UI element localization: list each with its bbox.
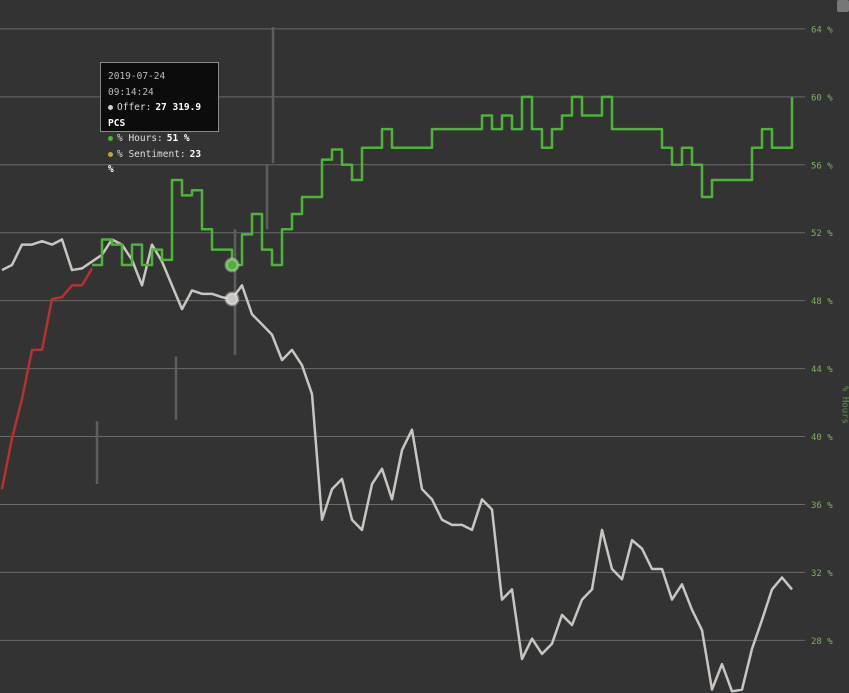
tooltip: 2019-07-24 09:14:24 Offer: 27 319.9 PCS% … (100, 62, 219, 175)
tooltip-label: % Sentiment: (117, 148, 186, 160)
y-tick-label: 32 % (811, 569, 833, 579)
y-tick-label: 44 % (811, 365, 833, 375)
menu-icon[interactable] (837, 0, 849, 12)
tooltip-row: % Sentiment: 23 % (108, 147, 211, 178)
hover-point (224, 257, 240, 273)
tooltip-value: 23 % (108, 148, 202, 176)
legend-dot (108, 105, 113, 110)
tooltip-title: 2019-07-24 09:14:24 (108, 71, 166, 98)
legend-dot (108, 151, 113, 157)
tooltip-value: 27 319.9 PCS (108, 102, 202, 129)
tooltip-row: % Hours: 51 % (108, 131, 211, 147)
y-tick-label: 48 % (811, 297, 833, 307)
y-tick-label: 28 % (811, 637, 833, 647)
y-tick-label: 40 % (811, 433, 833, 443)
y-tick-label: 52 % (811, 229, 833, 239)
hover-point (224, 291, 240, 307)
series-line (92, 95, 794, 267)
y-axis-label: % Hours (840, 386, 849, 424)
legend-dot (108, 136, 113, 141)
series-line (0, 267, 94, 490)
series-line (1, 238, 793, 693)
y-tick-label: 36 % (811, 501, 833, 511)
y-tick-label: 60 % (811, 93, 833, 103)
tooltip-row: Offer: 27 319.9 PCS (108, 100, 211, 131)
y-tick-label: 64 % (811, 25, 833, 35)
tooltip-label: Offer: (117, 102, 152, 113)
y-tick-label: 56 % (811, 161, 833, 171)
tooltip-value: 51 % (166, 133, 190, 144)
tooltip-label: % Hours: (117, 133, 163, 144)
